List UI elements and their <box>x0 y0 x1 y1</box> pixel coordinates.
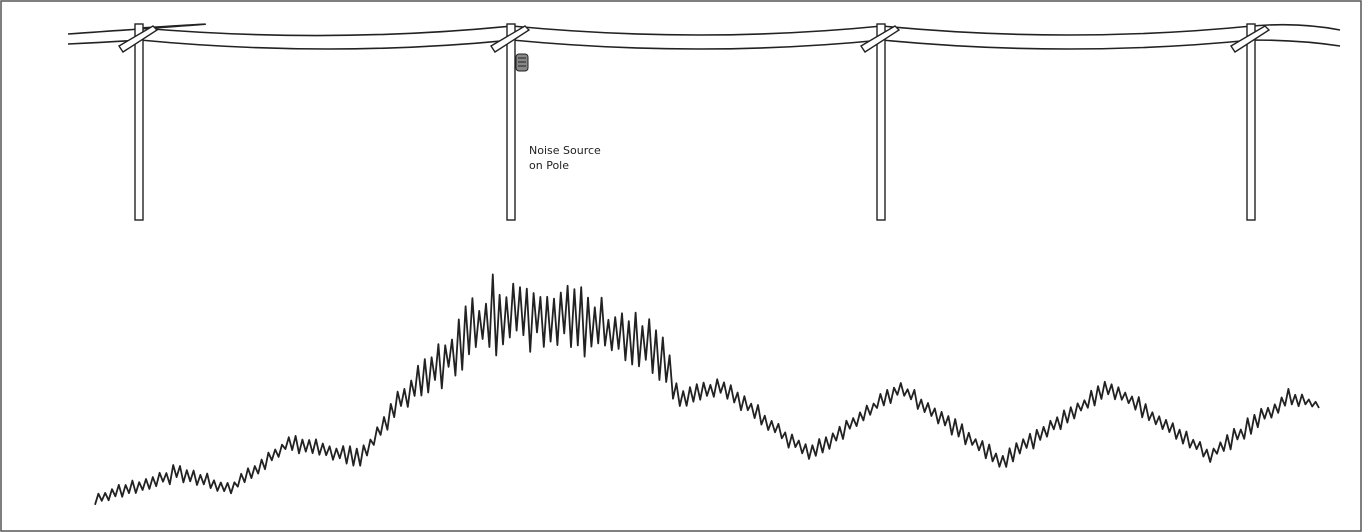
annotation-line: on Pole <box>529 159 569 172</box>
power-line <box>67 23 1341 221</box>
annotation-line: Noise Source <box>529 144 601 157</box>
crossarm <box>490 25 531 53</box>
wire-lower <box>67 39 1341 50</box>
crossarm <box>118 25 159 53</box>
pole <box>1246 23 1256 221</box>
crossarm <box>860 25 901 53</box>
crossarm <box>1230 25 1271 53</box>
pole <box>506 23 516 221</box>
noise-source <box>515 53 529 72</box>
noise-waveform <box>94 273 1320 506</box>
pole <box>134 23 144 221</box>
pole <box>876 23 886 221</box>
